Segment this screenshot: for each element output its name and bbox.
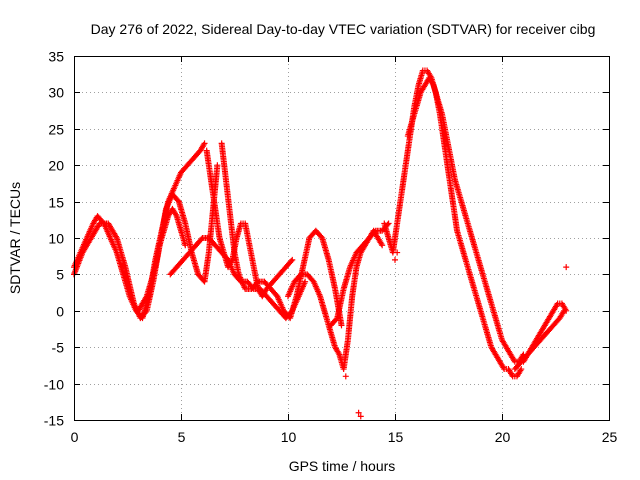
data-point	[379, 242, 386, 249]
data-point	[384, 221, 391, 228]
chart-title: Day 276 of 2022, Sidereal Day-to-day VTE…	[91, 21, 596, 37]
y-tick-label: 30	[48, 85, 64, 101]
y-tick-label: 20	[48, 158, 64, 174]
x-tick-label: 5	[178, 429, 186, 445]
y-tick-label: 25	[48, 122, 64, 138]
series-trace-k	[135, 205, 189, 314]
x-tick-label: 25	[602, 429, 618, 445]
data-point	[563, 264, 570, 271]
data-point	[198, 236, 205, 243]
data-point	[371, 228, 378, 235]
data-point	[201, 140, 208, 147]
data-point	[338, 322, 345, 329]
x-tick-label: 15	[388, 429, 404, 445]
series-trace-f	[285, 227, 386, 373]
y-tick-label: 0	[56, 304, 64, 320]
data-point	[296, 272, 303, 279]
data-point	[357, 413, 364, 420]
y-axis-label: SDTVAR / TECUs	[7, 182, 23, 294]
data-point	[392, 256, 398, 263]
data-point	[394, 249, 401, 256]
data-point	[214, 162, 221, 169]
data-point	[342, 373, 349, 380]
data-point	[302, 278, 309, 285]
x-tick-label: 20	[495, 429, 511, 445]
y-tick-label: -15	[44, 413, 64, 429]
y-tick-label: 5	[56, 267, 64, 283]
data-point	[253, 279, 260, 286]
data-point	[518, 366, 525, 373]
ticks-layer: 0 5 10 15 20 25 -15 -10 -5 0 5 10 15 20 25 30 35	[44, 49, 618, 446]
series-trace-l	[327, 220, 392, 329]
x-tick-label: 0	[71, 429, 79, 445]
grid-layer	[74, 56, 609, 420]
x-axis-label: GPS time / hours	[289, 458, 396, 474]
data-point	[182, 242, 189, 249]
y-tick-label: 10	[48, 231, 64, 247]
y-tick-label: -10	[44, 377, 64, 393]
y-tick-label: 15	[48, 195, 64, 211]
series-trace-h	[404, 74, 527, 365]
data-point	[289, 256, 296, 263]
series-outliers	[342, 249, 570, 420]
y-tick-label: 35	[48, 49, 64, 65]
marks-layer	[71, 67, 570, 420]
x-tick-label: 10	[281, 429, 297, 445]
y-tick-label: -5	[52, 340, 65, 356]
data-point	[288, 258, 295, 265]
data-point	[561, 307, 568, 314]
series-trace-j	[511, 307, 568, 373]
data-point	[355, 409, 362, 416]
data-point	[385, 220, 392, 227]
